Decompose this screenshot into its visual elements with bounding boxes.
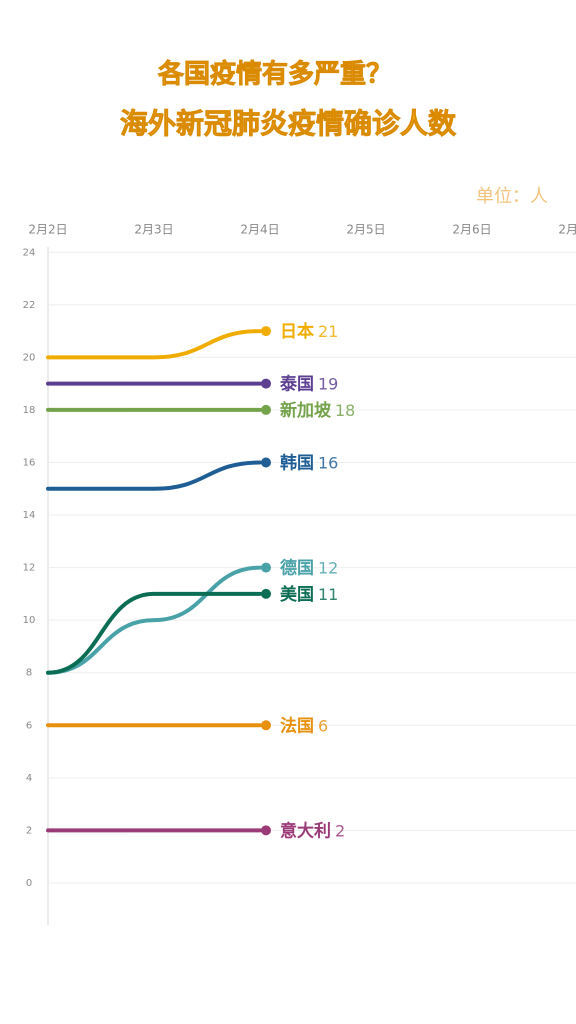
- series-label: 新加坡 18: [280, 400, 355, 421]
- end-point: [261, 326, 271, 337]
- x-tick-label: 2月6日: [452, 223, 491, 237]
- series-line: [46, 329, 262, 360]
- end-point: [261, 720, 271, 731]
- y-tick-label: 8: [26, 668, 32, 679]
- series-label: 法国 6: [280, 715, 328, 736]
- series-line: [46, 460, 262, 491]
- end-point: [261, 378, 271, 389]
- y-tick-label: 22: [23, 300, 36, 311]
- value-label: 19: [318, 374, 338, 393]
- legend-name: 德国: [280, 558, 314, 579]
- legend-name: 韩国: [280, 452, 314, 473]
- end-point: [261, 404, 271, 415]
- chart-subtitle: 海外新冠肺炎疫情确诊人数: [120, 107, 457, 140]
- value-label: 6: [318, 716, 328, 735]
- end-point: [261, 457, 271, 468]
- y-tick-label: 24: [23, 247, 36, 258]
- y-tick-label: 6: [26, 720, 32, 731]
- legend-name: 泰国: [280, 374, 314, 395]
- y-tick-label: 10: [23, 615, 36, 626]
- y-tick-label: 14: [23, 510, 36, 521]
- series-label: 泰国 19: [280, 374, 338, 395]
- value-label: 18: [335, 400, 355, 419]
- series-line: [46, 591, 262, 675]
- y-tick-label: 20: [23, 352, 36, 363]
- x-tick-label: 2月7日: [558, 223, 576, 237]
- legend-name: 新加坡: [280, 400, 331, 421]
- value-label: 21: [318, 322, 338, 341]
- series-label: 意大利 2: [280, 820, 345, 841]
- value-label: 16: [318, 453, 338, 472]
- series-line: [46, 565, 262, 675]
- value-label: 11: [318, 584, 338, 603]
- x-tick-label: 2月2日: [28, 223, 67, 237]
- legend-name: 意大利: [280, 820, 331, 841]
- y-tick-label: 2: [26, 825, 32, 836]
- series-label: 德国 12: [280, 558, 338, 579]
- legend-name: 美国: [280, 584, 314, 605]
- x-tick-label: 2月3日: [134, 223, 173, 237]
- end-point: [261, 562, 271, 573]
- end-point: [261, 825, 271, 836]
- y-tick-label: 4: [26, 773, 32, 784]
- y-tick-label: 0: [26, 878, 32, 889]
- unit-label: 单位：人: [476, 186, 548, 207]
- value-label: 12: [318, 558, 338, 577]
- y-tick-label: 18: [23, 405, 36, 416]
- legend-name: 法国: [280, 715, 314, 736]
- series-label: 美国 11: [280, 584, 338, 605]
- series-label: 日本 21: [280, 321, 338, 342]
- x-tick-label: 2月5日: [346, 223, 385, 237]
- x-tick-label: 2月4日: [240, 223, 279, 237]
- legend-name: 日本: [280, 321, 314, 342]
- value-label: 2: [335, 821, 345, 840]
- series-label: 韩国 16: [280, 452, 338, 473]
- end-point: [261, 588, 271, 599]
- y-tick-label: 12: [23, 563, 36, 574]
- y-tick-label: 16: [23, 457, 36, 468]
- chart-title: 各国疫情有多严重？: [157, 59, 392, 90]
